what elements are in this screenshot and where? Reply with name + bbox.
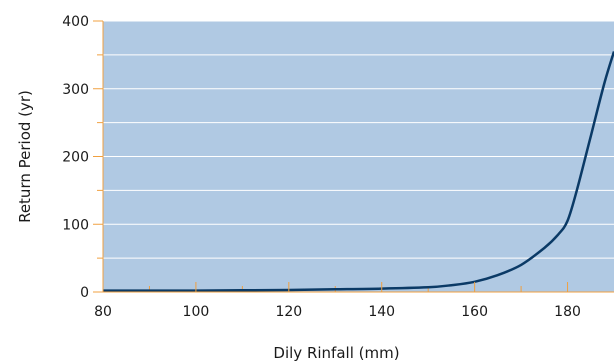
x-tick-label: 180 (554, 304, 581, 320)
x-tick-label: 100 (183, 304, 210, 320)
x-tick-label: 120 (275, 304, 302, 320)
horizontal-gridlines (103, 20, 614, 259)
y-axis-title: Return Period (yr) (16, 90, 34, 223)
y-tick-label: 300 (62, 82, 89, 98)
return-period-series-line (103, 51, 614, 292)
x-tick-label: 80 (94, 304, 112, 320)
x-axis-title: Dily Rinfall (mm) (273, 344, 399, 362)
y-tick-label: 100 (62, 217, 89, 233)
x-tick-label: 160 (461, 304, 488, 320)
y-minor-ticks (97, 54, 103, 259)
y-axis: 0 100 200 300 400 (62, 14, 103, 301)
y-tick-label: 200 (62, 150, 89, 166)
x-tick-label: 140 (368, 304, 395, 320)
y-tick-label: 400 (62, 14, 89, 30)
y-tick-label: 0 (80, 285, 89, 301)
x-axis: 80 100 120 140 160 180 (94, 282, 581, 320)
